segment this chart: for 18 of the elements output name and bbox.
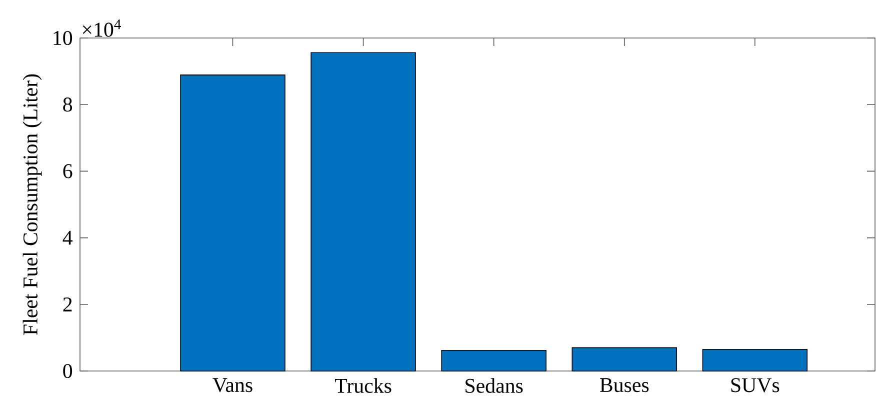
bar (441, 350, 546, 372)
x-tick-label: Vans (212, 378, 252, 392)
y-axis-title: Fleet Fuel Consumption (Liter) (22, 74, 42, 335)
y-tick-label: 6 (63, 164, 72, 178)
x-tick-label: Trucks (334, 378, 392, 393)
text: ×10$^{4}$ (82, 19, 122, 37)
bar (702, 348, 808, 372)
bar (180, 74, 286, 372)
y-tick-label: 2 (63, 297, 72, 312)
bar (310, 52, 416, 372)
y-tick-label: 4 (62, 230, 73, 245)
x-tick-label: Sedans (466, 378, 523, 393)
bar (572, 347, 677, 372)
y-tick-label: 10 (54, 30, 72, 46)
x-tick-label: SUVs (731, 378, 780, 392)
y-tick-label: 0 (63, 364, 72, 378)
x-tick-label: Buses (600, 378, 649, 392)
y-tick-label: 8 (63, 98, 72, 112)
